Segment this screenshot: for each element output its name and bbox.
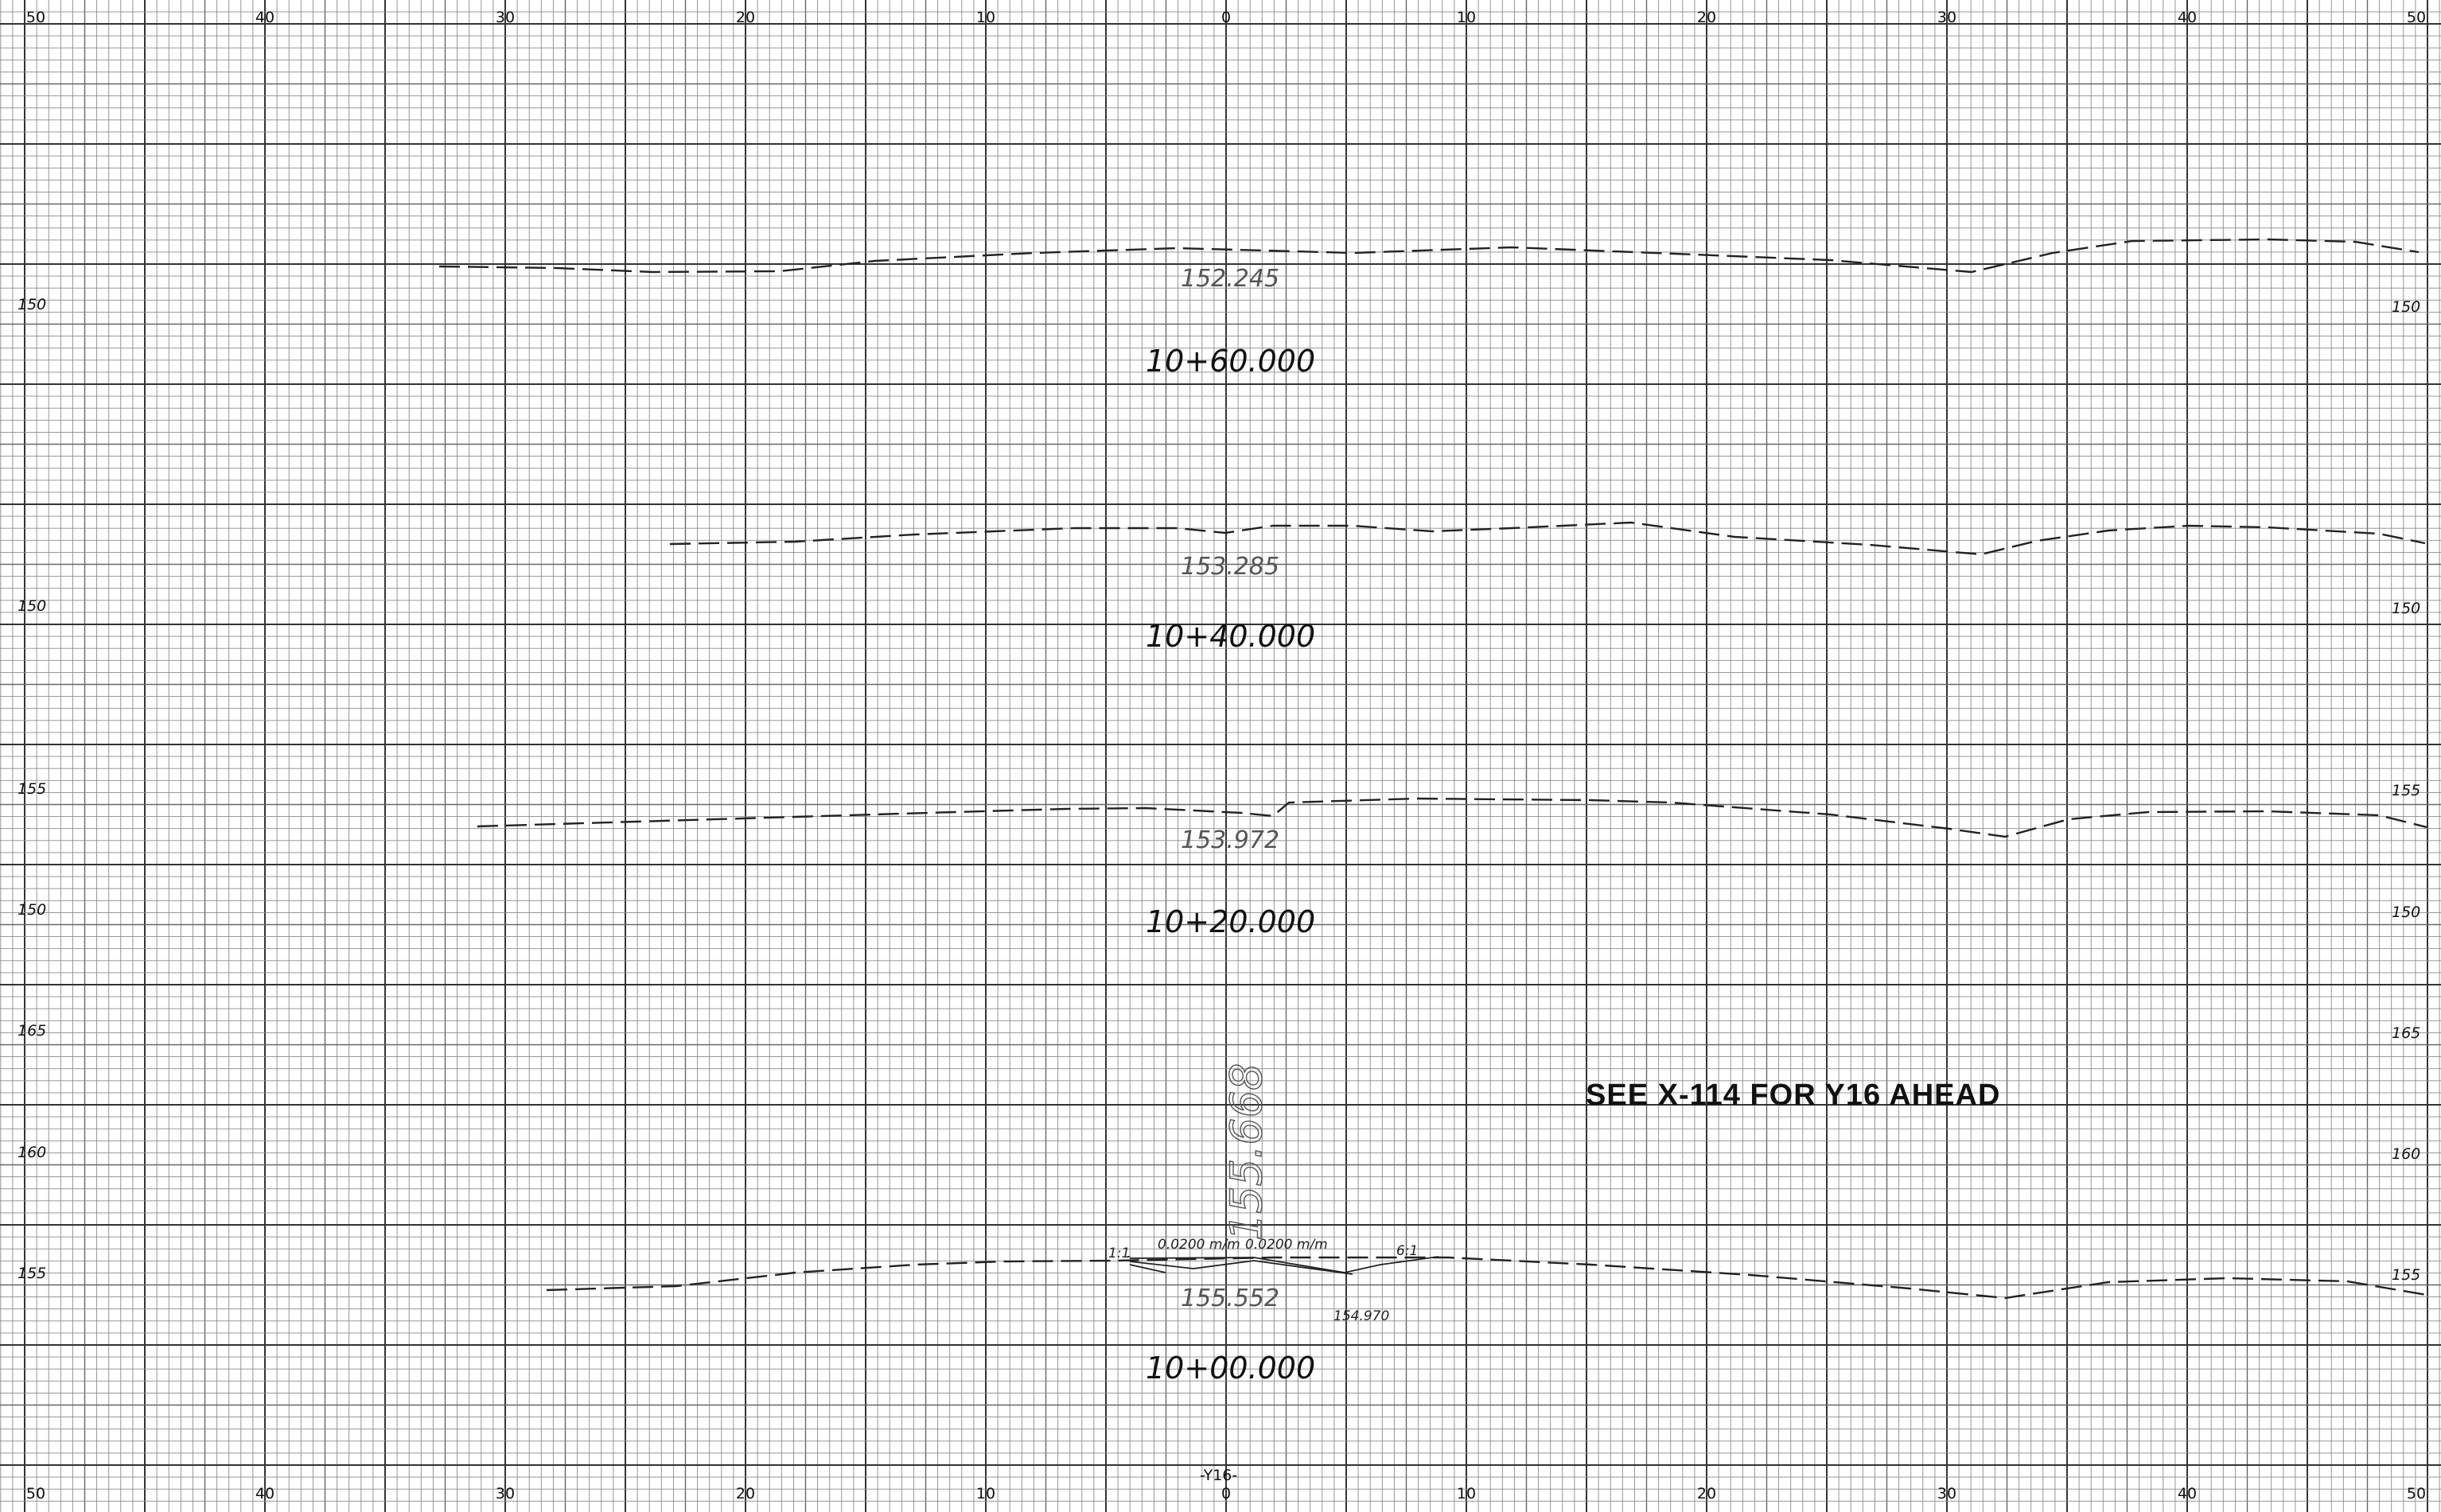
x-axis-label: 30 [496,9,515,26]
x-axis-label: 20 [1697,9,1716,26]
x-axis-label: 30 [496,1485,515,1502]
elev-label: 155 [2392,1266,2420,1284]
see-sheet-note: SEE X-114 FOR Y16 AHEAD [1586,1079,2000,1112]
grade-elevation-label: 155.552 [1181,1285,1279,1312]
x-axis-labels-bottom: 50 40 30 20 10 0 10 20 30 40 50 [26,1485,2426,1502]
elev-label: 150 [2392,298,2420,316]
elevation-labels-right: 150 150 155 150 165 160 155 [2392,298,2420,1284]
ground-line [477,797,2427,838]
section-10-20: 153.972 10+20.000 [477,797,2427,939]
x-axis-labels-top: 50 40 30 20 10 0 10 20 30 40 50 [26,9,2426,26]
elev-label: 150 [2392,904,2420,921]
station-label: 10+60.000 [1146,344,1315,379]
elev-label: 155 [2392,782,2420,799]
section-10-00: 1:1 0.0200 m/m 0.0200 m/m 6:1 155.552 15… [546,1063,2427,1386]
x-axis-label: 40 [2178,9,2197,26]
x-axis-label: 50 [2407,9,2426,26]
ground-line [669,521,2426,556]
x-axis-label: 30 [1937,9,1956,26]
station-label: 10+00.000 [1146,1351,1315,1386]
elev-label: 150 [18,901,46,919]
grade-elevation-label: 152.245 [1181,265,1279,293]
grade-elevation-label: 153.972 [1181,826,1279,854]
elevation-labels-left: 150 150 155 150 165 160 155 [18,296,46,1282]
x-axis-label: 30 [1937,1485,1956,1502]
slope-label-right: 0.0200 m/m [1245,1237,1328,1253]
elev-label: 150 [18,597,46,615]
station-label: 10+20.000 [1146,904,1315,939]
x-axis-label: 50 [26,9,45,26]
x-axis-label: 10 [1457,9,1476,26]
slope-ratio-right: 6:1 [1396,1243,1418,1259]
grade-elevation-label: 153.285 [1181,553,1279,581]
elev-label: 155 [18,1265,46,1282]
x-axis-label: 50 [2407,1485,2426,1502]
x-axis-label: 10 [976,1485,995,1502]
slope-ratio-left: 1:1 [1108,1246,1130,1261]
x-axis-label: 20 [736,1485,755,1502]
station-label: 10+40.000 [1146,619,1315,654]
elev-label: 150 [2392,600,2420,617]
elev-label: 160 [2392,1145,2420,1163]
ground-line [438,238,2420,274]
vertical-elevation-label: 155.668 [1221,1063,1271,1241]
x-axis-label: 10 [1457,1485,1476,1502]
x-axis-label: 50 [26,1485,45,1502]
x-axis-label: 0 [1221,1485,1231,1502]
elev-label: 165 [18,1022,46,1040]
elev-label: 165 [2392,1024,2420,1042]
x-axis-label: 40 [255,9,274,26]
x-axis-label: 20 [736,9,755,26]
proposed-template [1127,1256,1439,1275]
section-10-60: 152.245 10+60.000 [438,238,2420,379]
x-axis-label: 40 [2178,1485,2197,1502]
elev-label: 155 [18,780,46,798]
slope-label-left: 0.0200 m/m [1158,1237,1240,1253]
x-axis-label: 20 [1697,1485,1716,1502]
side-elevation-label: 154.970 [1333,1308,1389,1324]
elev-label: 150 [18,296,46,313]
x-axis-label: 40 [255,1485,274,1502]
elev-label: 160 [18,1144,46,1161]
section-10-40: 153.285 10+40.000 [669,521,2426,654]
ground-line [546,1256,2427,1300]
alignment-label: -Y16- [1200,1467,1237,1484]
x-axis-label: 10 [976,9,995,26]
x-axis-label: 0 [1221,9,1231,26]
